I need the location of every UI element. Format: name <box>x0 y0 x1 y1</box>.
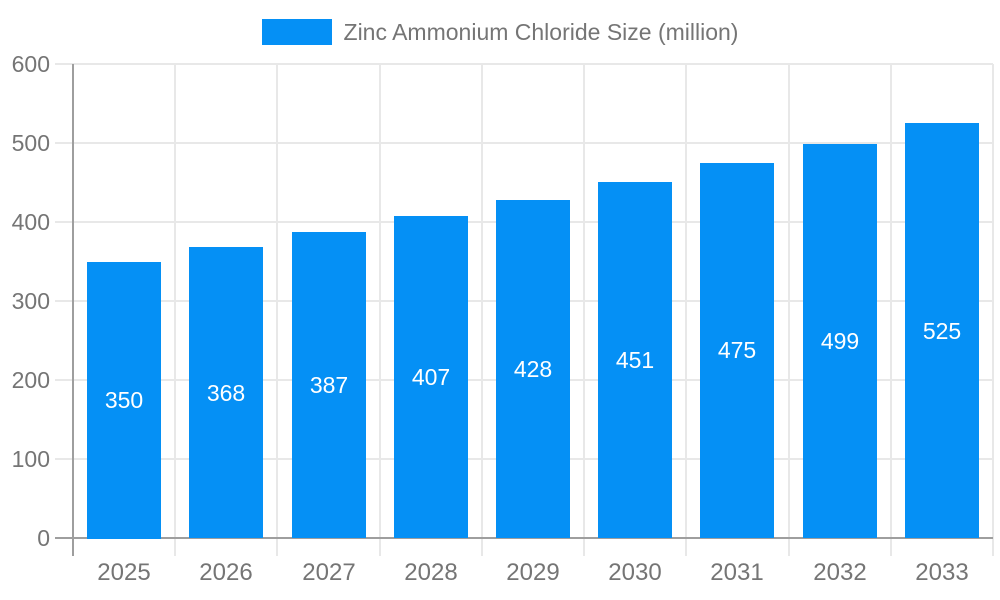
y-axis-tick-label: 0 <box>37 525 50 551</box>
x-axis-tick-label: 2033 <box>915 559 969 586</box>
x-axis-tick-label: 2026 <box>199 559 253 586</box>
x-axis-tick-label: 2030 <box>608 559 662 586</box>
bar[interactable] <box>496 200 570 538</box>
y-axis-tick-label: 100 <box>11 446 50 472</box>
y-axis-tick-label: 500 <box>11 130 50 156</box>
y-axis-line <box>72 64 74 556</box>
y-axis-tick-label: 600 <box>11 51 50 77</box>
bar[interactable] <box>292 232 366 538</box>
x-gridline <box>276 64 278 556</box>
x-gridline <box>788 64 790 556</box>
x-axis-line <box>55 537 993 539</box>
bar[interactable] <box>87 262 161 539</box>
x-gridline <box>890 64 892 556</box>
x-gridline <box>583 64 585 556</box>
x-axis-tick-label: 2028 <box>404 559 458 586</box>
y-axis-tick-label: 400 <box>11 209 50 235</box>
x-axis-tick-label: 2029 <box>506 559 560 586</box>
bar[interactable] <box>700 163 774 538</box>
x-axis-tick-label: 2025 <box>97 559 151 586</box>
x-gridline <box>379 64 381 556</box>
y-gridline <box>55 142 993 144</box>
legend-swatch-icon <box>261 19 332 45</box>
x-gridline <box>174 64 176 556</box>
x-axis-tick-label: 2032 <box>813 559 867 586</box>
bar[interactable] <box>598 182 672 538</box>
x-gridline <box>685 64 687 556</box>
legend-label: Zinc Ammonium Chloride Size (million) <box>343 19 739 45</box>
y-axis-tick-label: 200 <box>11 367 50 393</box>
bar[interactable] <box>905 123 979 538</box>
legend-item[interactable]: Zinc Ammonium Chloride Size (million) <box>0 19 1000 45</box>
y-gridline <box>55 63 993 65</box>
bar[interactable] <box>803 144 877 538</box>
bar[interactable] <box>394 216 468 538</box>
x-gridline <box>481 64 483 556</box>
x-axis-tick-label: 2031 <box>710 559 764 586</box>
x-axis-tick-label: 2027 <box>302 559 356 586</box>
y-axis-tick-label: 300 <box>11 288 50 314</box>
x-gridline <box>992 64 994 556</box>
bar[interactable] <box>189 247 263 538</box>
